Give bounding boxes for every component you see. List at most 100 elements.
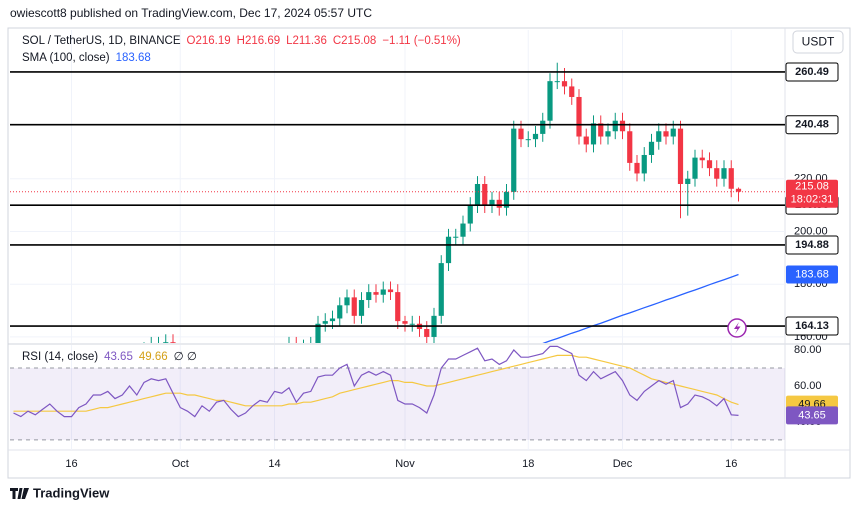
candle-body [532,133,539,140]
candle-body [358,300,365,316]
candle-body [685,178,691,184]
candle-body [590,123,597,145]
candle-body [677,128,684,184]
candle-body [627,131,633,163]
candle-body [721,168,727,179]
candle-body [366,292,372,301]
candle-body [424,329,430,337]
legend-row: SMA (100, close) 183.68 [22,52,151,64]
sma-value-label: 183.68 [795,268,829,280]
time-tick-label: 18 [522,458,534,470]
candle-body [344,297,350,306]
legend-item: 43.65 [104,351,133,363]
candle-body [583,136,589,145]
candle-body [605,131,611,137]
candle-body [409,323,415,325]
level-label: 240.48 [795,119,829,131]
level-label: 260.49 [795,66,829,78]
last-price-label: 215.08 [795,181,829,193]
legend-item: −1.11 (−0.51%) [382,35,461,47]
candle-body [387,289,394,293]
legend-item: 49.66 [139,351,168,363]
candle-body [576,96,582,137]
candle-body [728,168,734,189]
candle-body [170,342,176,343]
candle-body [496,199,502,208]
candle-body [540,120,546,134]
candle-body [598,123,604,137]
legend-item: H216.69 [237,35,280,47]
candle-body [619,120,626,132]
rsi-band-fill [10,368,785,440]
candle-body [467,205,473,224]
price-pane [10,30,785,343]
time-tick-label: 14 [268,458,280,470]
legend-item: C215.08 [333,35,376,47]
publish-header: owiescott8 published on TradingView.com,… [10,6,372,20]
candle-body [714,168,720,179]
candle-body [474,183,481,206]
candle-body [735,188,742,192]
candle-body [511,128,517,192]
candle-body [503,191,510,208]
candle-body [706,160,713,169]
countdown-label: 18:02:31 [791,194,834,206]
level-label-box [785,235,839,255]
candle-body [692,157,698,179]
legend-item: 183.68 [116,52,151,64]
rsi-value-box [786,406,838,425]
rsi-ma-line [13,354,739,412]
sma-value-box [786,265,838,284]
candle-body [670,128,676,137]
candle-body [561,81,568,87]
legend-row: RSI (14, close) 43.65 49.66 ∅ ∅ [22,351,197,363]
candle-body [547,81,553,121]
legend-row: SOL / TetherUS, 1D, BINANCE O216.19 H216.6… [22,35,461,47]
candle-body [518,128,524,140]
currency-label: USDT [802,35,835,49]
legend-item: L211.36 [286,35,327,47]
rsi-value: 43.65 [798,409,826,421]
rsi-tick-label: 80.00 [794,344,822,356]
rsi-pane [10,345,785,450]
level-label-box [785,62,839,82]
candle-body [648,141,655,155]
currency-button[interactable] [792,30,844,54]
rsi-line [13,345,739,418]
legend-item: SMA (100, close) [22,52,110,64]
candle-body [395,292,401,322]
candle-body [351,297,357,316]
time-tick-label: Oct [172,458,189,470]
level-label: 194.88 [795,239,829,251]
time-tick-label: 16 [65,458,77,470]
price-tick-label: 200.00 [794,225,828,237]
candle-body [337,305,343,319]
alert-icon-bolt [734,322,741,334]
candle-body [482,183,488,206]
candle-body [656,131,662,142]
legend-item: RSI (14, close) [22,351,98,363]
candle-body [380,289,386,295]
legend-item: O216.19 [187,35,231,47]
candle-body [634,162,640,174]
candle-body [699,157,705,161]
candle-body [373,292,379,295]
rsi-tick-label: 60.00 [794,380,822,392]
candle-body [641,154,647,174]
candle-body [525,139,531,141]
candle-body [402,321,408,324]
candle-body [315,323,321,343]
tradingview-logo [10,488,29,499]
candle-body [489,199,495,206]
time-tick-label: Nov [395,458,415,470]
legend-item: ∅ ∅ [174,351,197,363]
candle-body [163,342,169,343]
candle-body [663,131,669,137]
level-label-box [785,316,839,336]
time-tick-label: 16 [725,458,737,470]
candle-body [453,236,459,238]
footer-brand: TradingView [33,485,110,500]
